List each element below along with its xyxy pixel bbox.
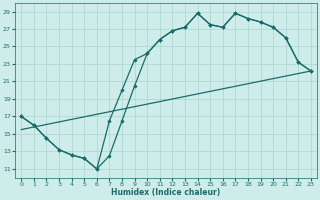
X-axis label: Humidex (Indice chaleur): Humidex (Indice chaleur) (111, 188, 221, 197)
